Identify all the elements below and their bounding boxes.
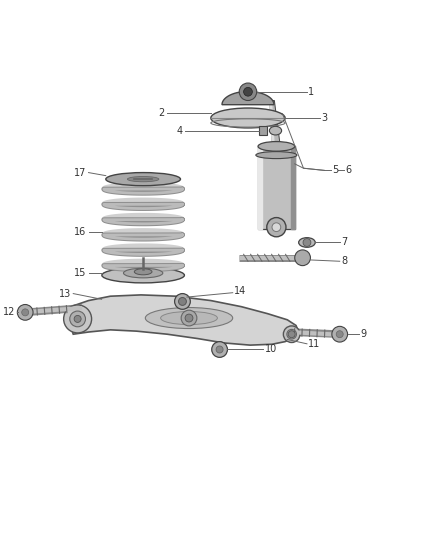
Circle shape bbox=[239, 83, 257, 101]
Polygon shape bbox=[270, 101, 274, 147]
Text: 13: 13 bbox=[59, 288, 71, 298]
Circle shape bbox=[181, 310, 197, 326]
Circle shape bbox=[74, 316, 81, 322]
Text: 16: 16 bbox=[74, 227, 86, 237]
Ellipse shape bbox=[269, 126, 282, 135]
Text: 14: 14 bbox=[234, 286, 246, 296]
Text: 5: 5 bbox=[332, 165, 339, 175]
Polygon shape bbox=[270, 101, 280, 147]
Ellipse shape bbox=[134, 269, 152, 275]
Circle shape bbox=[179, 297, 187, 305]
Circle shape bbox=[244, 87, 252, 96]
Ellipse shape bbox=[127, 176, 159, 182]
Ellipse shape bbox=[211, 108, 285, 128]
Circle shape bbox=[272, 223, 281, 231]
Circle shape bbox=[185, 314, 193, 322]
Polygon shape bbox=[258, 147, 295, 229]
Circle shape bbox=[295, 250, 311, 265]
Text: 3: 3 bbox=[321, 113, 328, 123]
Text: 2: 2 bbox=[159, 108, 165, 118]
Polygon shape bbox=[222, 92, 274, 104]
Circle shape bbox=[288, 330, 295, 338]
Text: 7: 7 bbox=[341, 238, 347, 247]
Polygon shape bbox=[259, 126, 267, 135]
Circle shape bbox=[336, 330, 343, 338]
Text: 1: 1 bbox=[308, 87, 314, 97]
Ellipse shape bbox=[299, 238, 315, 247]
Circle shape bbox=[22, 309, 29, 316]
Text: 6: 6 bbox=[346, 165, 352, 175]
Circle shape bbox=[332, 326, 348, 342]
Ellipse shape bbox=[102, 268, 184, 283]
Circle shape bbox=[175, 294, 191, 309]
Ellipse shape bbox=[258, 142, 295, 151]
Polygon shape bbox=[69, 295, 298, 345]
Circle shape bbox=[267, 217, 286, 237]
Ellipse shape bbox=[287, 329, 297, 339]
Text: 9: 9 bbox=[360, 329, 367, 339]
Ellipse shape bbox=[124, 268, 163, 278]
Ellipse shape bbox=[161, 311, 217, 325]
Text: 8: 8 bbox=[341, 256, 347, 266]
Circle shape bbox=[64, 305, 92, 333]
Polygon shape bbox=[291, 147, 295, 229]
Circle shape bbox=[70, 311, 85, 327]
Text: 15: 15 bbox=[74, 268, 86, 278]
Ellipse shape bbox=[145, 308, 233, 328]
Text: 12: 12 bbox=[3, 308, 16, 317]
Text: 11: 11 bbox=[308, 339, 321, 349]
Text: 10: 10 bbox=[265, 344, 277, 354]
Text: 17: 17 bbox=[74, 167, 86, 177]
Polygon shape bbox=[258, 147, 262, 229]
Circle shape bbox=[212, 342, 227, 357]
Text: 4: 4 bbox=[177, 126, 183, 135]
Ellipse shape bbox=[256, 151, 297, 159]
Ellipse shape bbox=[283, 326, 300, 343]
Circle shape bbox=[216, 346, 223, 353]
Circle shape bbox=[303, 239, 311, 246]
Ellipse shape bbox=[106, 173, 180, 185]
Circle shape bbox=[18, 304, 33, 320]
